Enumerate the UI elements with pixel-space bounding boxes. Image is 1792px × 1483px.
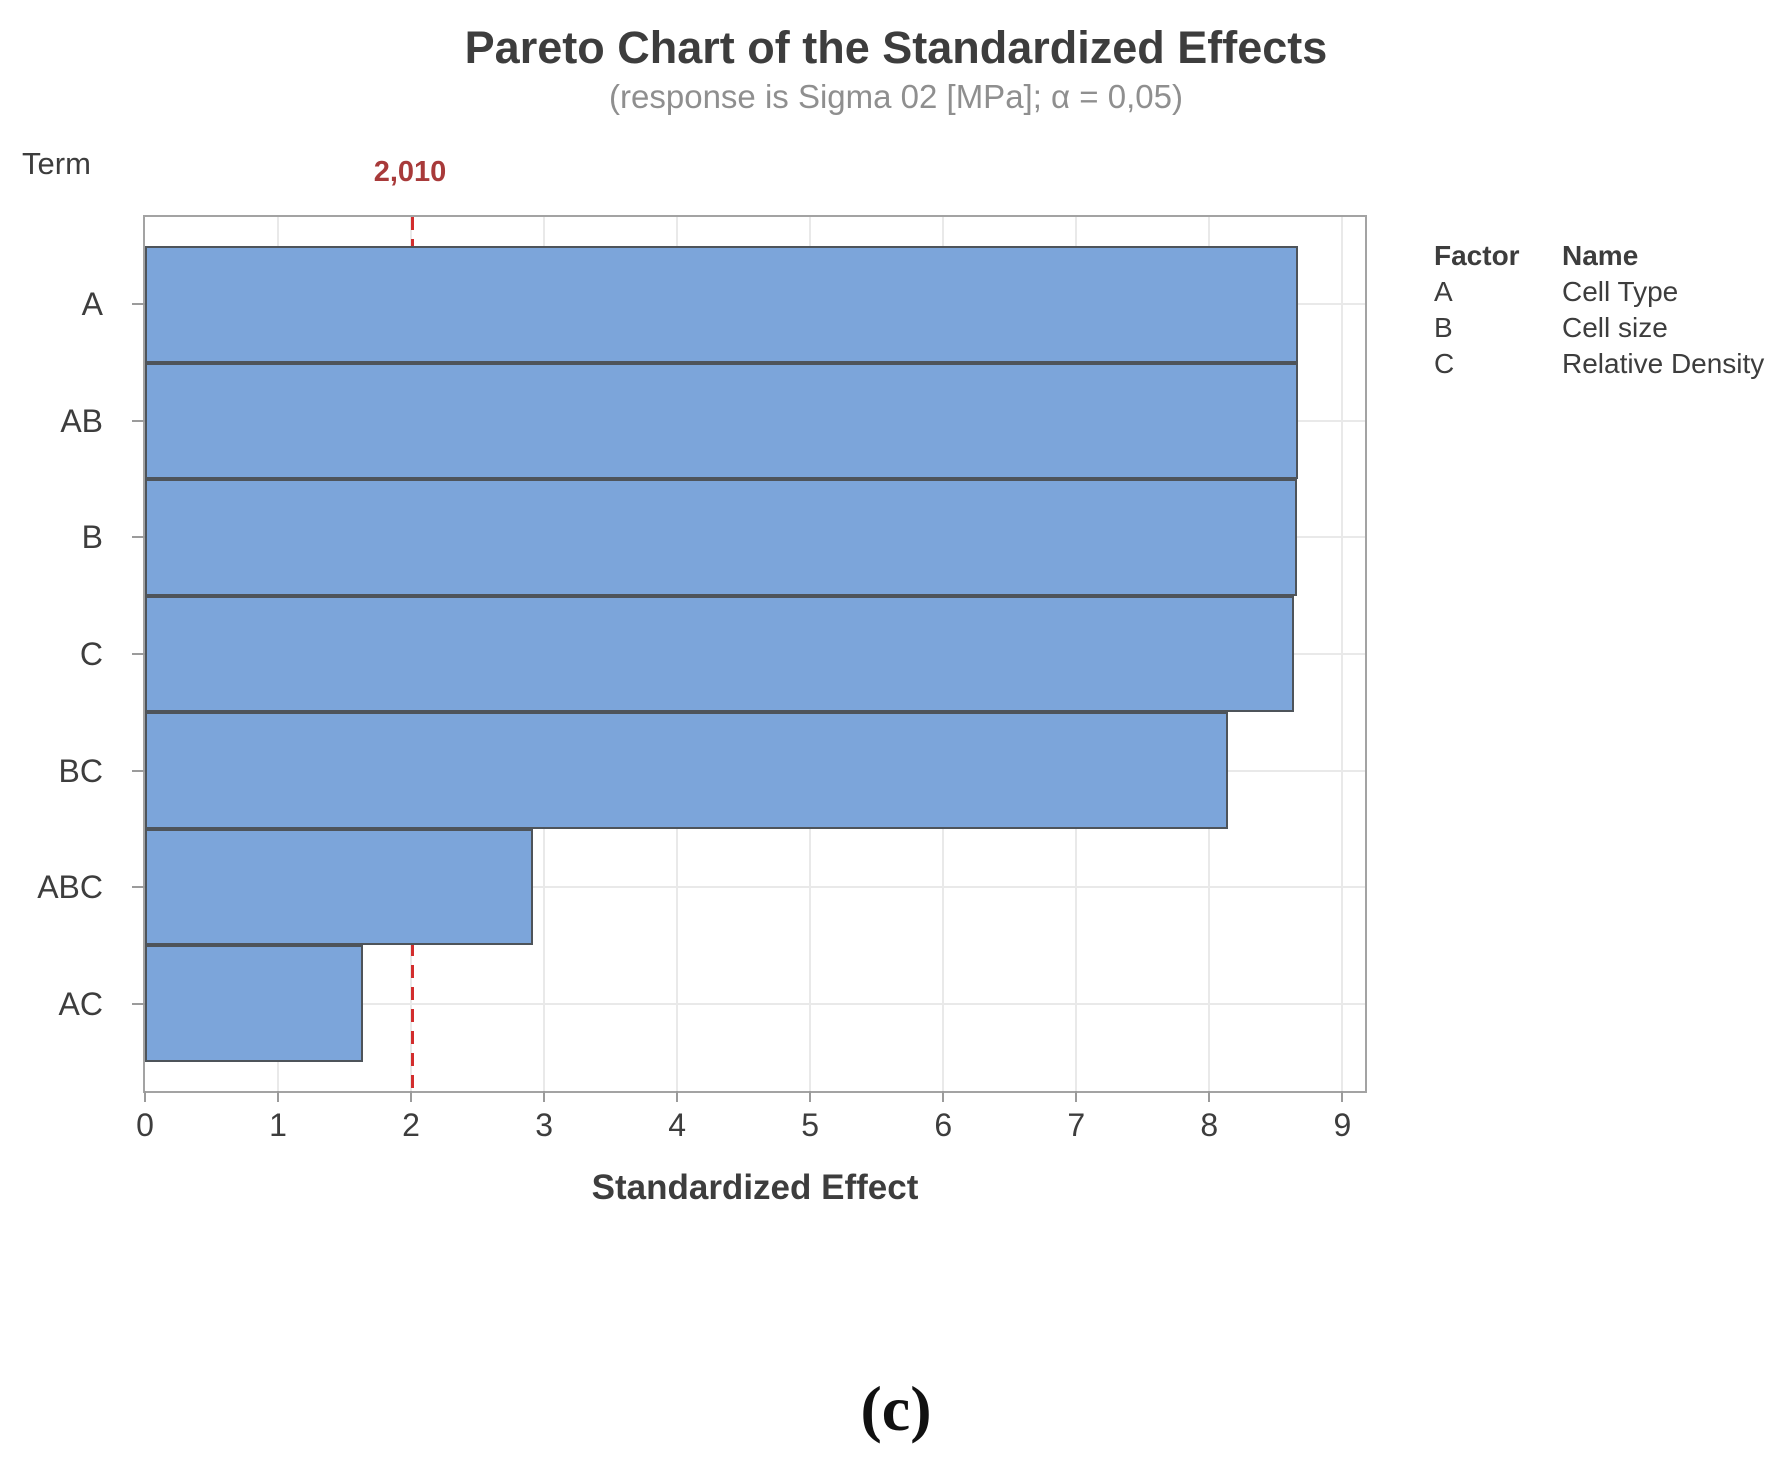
- y-tick-label: B: [81, 519, 103, 556]
- bar-AC: [145, 945, 364, 1062]
- x-tick-mark: [1208, 1091, 1211, 1102]
- legend-header-name: Name: [1562, 240, 1639, 271]
- chart-title: Pareto Chart of the Standardized Effects: [464, 22, 1328, 73]
- x-tick-label: 1: [269, 1107, 287, 1143]
- y-tick-label: ABC: [37, 869, 103, 906]
- x-axis-title: Standardized Effect: [591, 1168, 919, 1207]
- legend-table: Factor Name A Cell Type B Cell size C Re…: [1434, 240, 1764, 384]
- legend-factor: A: [1434, 276, 1453, 307]
- legend-header-factor: Factor: [1434, 240, 1520, 271]
- y-tick-mark: [132, 653, 145, 655]
- x-tick-label: 6: [934, 1107, 953, 1143]
- y-tick-label: AB: [60, 402, 103, 439]
- y-tick-mark: [132, 769, 145, 772]
- reference-line-label: 2,010: [373, 156, 447, 188]
- x-tick-label: 3: [535, 1107, 554, 1143]
- gridline-horizontal: [145, 1002, 1365, 1005]
- y-axis-title: Term: [22, 146, 91, 181]
- x-tick-mark: [1341, 1091, 1344, 1102]
- y-tick-mark: [132, 419, 145, 422]
- bar-BC: [145, 712, 1228, 829]
- x-tick-label: 8: [1200, 1107, 1219, 1143]
- chart-subtitle: (response is Sigma 02 [MPa]; α = 0,05): [609, 78, 1183, 115]
- y-tick-mark: [132, 303, 145, 306]
- figure-caption: (c): [860, 1373, 932, 1444]
- x-tick-mark: [1075, 1091, 1078, 1102]
- x-tick-label: 7: [1067, 1107, 1086, 1143]
- y-tick-label: BC: [58, 752, 103, 789]
- legend-name: Cell size: [1562, 312, 1668, 343]
- x-tick-mark: [809, 1091, 812, 1102]
- y-tick-mark: [132, 536, 145, 539]
- x-tick-mark: [144, 1091, 146, 1102]
- bar-A: [145, 246, 1299, 363]
- x-tick-mark: [410, 1091, 413, 1102]
- bar-B: [145, 479, 1298, 596]
- x-tick-mark: [277, 1091, 280, 1102]
- plot-area: A AB B C BC ABC AC 0 1 2 3 4 5 6 7 8 9: [37, 215, 1367, 1143]
- x-tick-label: 2: [402, 1107, 420, 1143]
- x-tick-label: 9: [1333, 1107, 1352, 1143]
- y-tick-label: A: [81, 286, 103, 323]
- legend-factor: C: [1434, 348, 1455, 379]
- y-tick-label: C: [79, 636, 103, 672]
- bar-ABC: [145, 828, 534, 946]
- x-tick-mark: [942, 1091, 945, 1102]
- legend-factor: B: [1434, 312, 1453, 343]
- x-tick-label: 0: [136, 1107, 154, 1143]
- y-tick-mark: [132, 1002, 145, 1005]
- legend-name: Relative Density: [1562, 348, 1765, 379]
- x-tick-label: 4: [668, 1107, 687, 1143]
- gridline-horizontal: [145, 886, 1365, 889]
- y-tick-label: AC: [58, 985, 103, 1022]
- x-tick-mark: [676, 1091, 679, 1102]
- x-tick-label: 5: [801, 1107, 820, 1143]
- bar-AB: [145, 362, 1299, 480]
- bar-C: [145, 595, 1295, 713]
- legend-name: Cell Type: [1562, 276, 1679, 307]
- x-tick-mark: [543, 1091, 546, 1102]
- y-tick-mark: [132, 886, 145, 889]
